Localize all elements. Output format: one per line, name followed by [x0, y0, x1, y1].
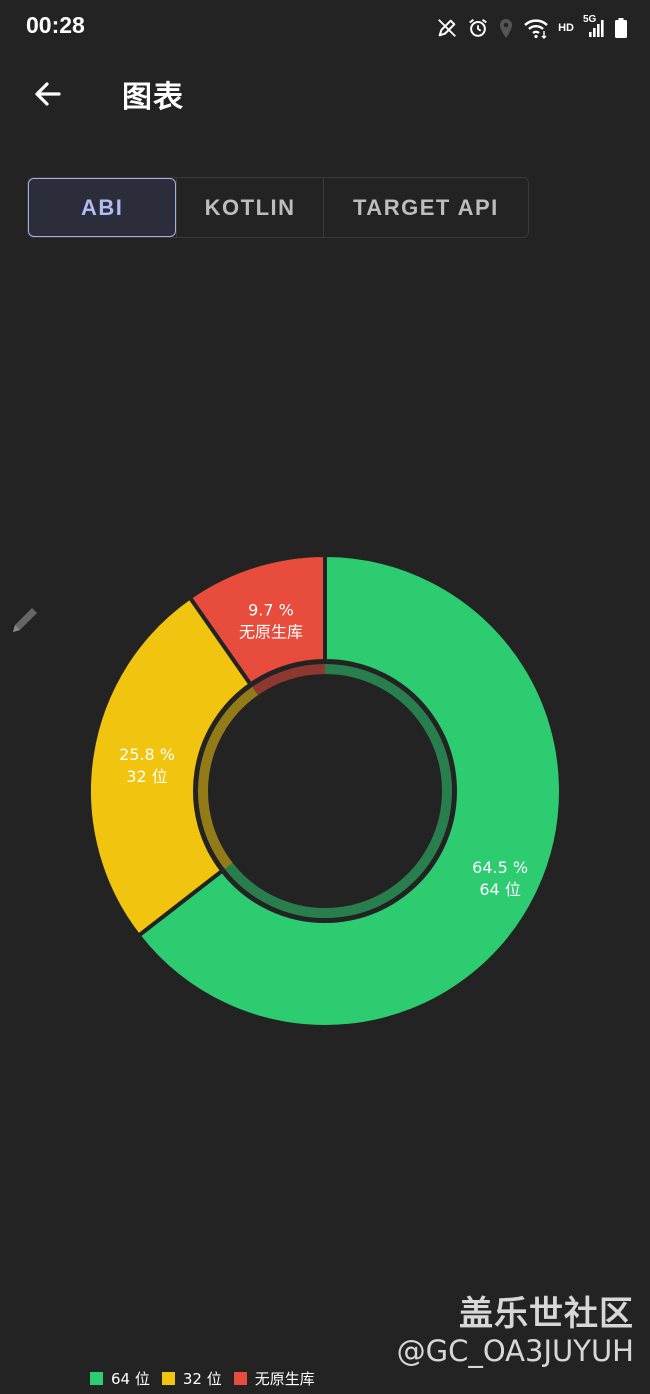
network-label: HD [558, 22, 574, 34]
donut-inner-ring [224, 664, 452, 918]
slice-value-label: 9.7 % [248, 600, 294, 619]
signal-icon: 5G [583, 14, 605, 39]
legend-swatch [90, 1371, 103, 1385]
tab-target-api[interactable]: TARGET API [322, 178, 528, 237]
signal-label: 5G [583, 14, 597, 25]
tab-abi[interactable]: ABI [28, 178, 177, 237]
donut-slice [135, 552, 563, 1029]
chart-legend: 64 位 32 位 无原生库 [90, 1367, 315, 1389]
tab-bar: ABI KOTLIN TARGET API [27, 177, 529, 238]
wifi-icon [523, 17, 549, 39]
slice-category-label: 64 位 [479, 880, 520, 899]
arrow-left-icon [35, 82, 61, 106]
watermark-title: 盖乐世社区 [459, 1294, 634, 1334]
watermark-user: @GC_OA3JUYUH [396, 1334, 634, 1368]
status-bar: 00:28 [0, 0, 650, 56]
donut-slice [187, 552, 327, 688]
donut-inner-ring [198, 686, 259, 869]
legend-item: 64 位 [90, 1368, 150, 1389]
legend-item: 无原生库 [233, 1368, 315, 1389]
location-icon [498, 17, 514, 39]
slice-category-label: 32 位 [126, 767, 167, 786]
pen-icon [436, 17, 458, 39]
donut-slice [87, 594, 254, 939]
legend-swatch [233, 1371, 247, 1385]
donut-inner-ring [252, 664, 326, 696]
tab-kotlin[interactable]: KOTLIN [176, 178, 322, 237]
battery-icon [614, 17, 628, 39]
legend-label: 32 位 [182, 1369, 222, 1388]
legend-item: 32 位 [161, 1368, 222, 1389]
legend-swatch [161, 1371, 175, 1385]
status-time: 00:28 [26, 12, 85, 38]
legend-label: 无原生库 [254, 1369, 315, 1388]
slice-value-label: 64.5 % [472, 858, 528, 877]
alarm-icon [467, 17, 489, 39]
status-icons: HD 5G [436, 14, 628, 42]
back-button[interactable] [20, 70, 76, 118]
slice-value-label: 25.8 % [119, 745, 175, 764]
slice-category-label: 无原生库 [239, 622, 303, 641]
legend-label: 64 位 [111, 1369, 150, 1388]
page-title: 图表 [122, 80, 184, 115]
edit-pen-icon[interactable] [8, 603, 42, 637]
app-bar: 图表 [0, 56, 650, 132]
